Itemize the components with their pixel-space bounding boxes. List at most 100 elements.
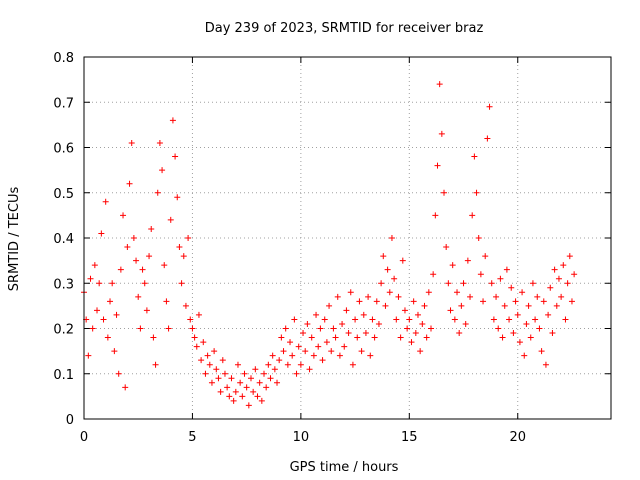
data-point	[258, 397, 265, 404]
data-point	[269, 352, 276, 359]
data-point	[96, 280, 103, 287]
data-point	[265, 361, 272, 368]
y-tick-label: 0.1	[53, 368, 74, 383]
data-point	[252, 366, 259, 373]
data-point	[109, 280, 116, 287]
data-point	[256, 379, 263, 386]
data-point	[454, 289, 461, 296]
data-point	[321, 316, 328, 323]
data-point	[497, 275, 504, 282]
data-point	[540, 298, 547, 305]
data-point	[547, 284, 554, 291]
data-point	[343, 307, 350, 314]
data-point	[380, 253, 387, 260]
data-point	[503, 266, 510, 273]
data-point	[306, 366, 313, 373]
data-point	[182, 302, 189, 309]
data-point	[538, 348, 545, 355]
data-point	[382, 302, 389, 309]
data-point	[243, 384, 250, 391]
data-point	[514, 311, 521, 318]
data-point	[111, 348, 118, 355]
data-point	[178, 280, 185, 287]
data-point	[245, 402, 252, 409]
data-point	[137, 325, 144, 332]
data-point	[460, 280, 467, 287]
data-point	[228, 375, 235, 382]
data-point	[549, 330, 556, 337]
data-point	[224, 384, 231, 391]
data-point	[271, 366, 278, 373]
data-point	[130, 235, 137, 241]
data-point	[232, 388, 239, 395]
data-point	[386, 289, 393, 296]
data-point	[295, 343, 302, 350]
data-point	[397, 334, 404, 341]
data-point	[213, 366, 220, 373]
data-point	[493, 293, 500, 300]
data-point	[371, 334, 378, 341]
data-point	[358, 348, 365, 355]
data-point	[200, 339, 207, 346]
data-point	[475, 235, 482, 241]
data-point	[412, 330, 419, 337]
data-point	[278, 334, 285, 341]
data-point	[241, 370, 248, 377]
data-point	[562, 316, 569, 323]
data-point	[388, 235, 395, 241]
data-point	[117, 266, 124, 273]
y-tick-label: 0.8	[53, 51, 74, 66]
data-point	[102, 198, 109, 205]
x-tick-label: 20	[509, 430, 526, 445]
data-point	[317, 325, 324, 332]
data-point	[289, 352, 296, 359]
data-point	[399, 257, 406, 264]
data-point	[169, 117, 176, 124]
data-point	[159, 167, 166, 174]
data-point	[512, 298, 519, 305]
data-point	[89, 325, 96, 332]
data-point	[410, 298, 417, 305]
data-point	[339, 320, 346, 327]
data-point	[202, 370, 209, 377]
y-tick-label: 0.7	[53, 96, 74, 111]
data-point	[85, 352, 92, 359]
data-point	[315, 343, 322, 350]
data-point	[143, 307, 150, 314]
x-tick-label: 15	[401, 430, 418, 445]
data-point	[204, 352, 211, 359]
data-point	[191, 334, 198, 341]
x-tick-label: 0	[80, 430, 88, 445]
data-point	[516, 339, 523, 346]
data-point	[189, 325, 196, 332]
data-point	[484, 135, 491, 142]
data-point	[408, 339, 415, 346]
data-point	[527, 334, 534, 341]
data-point	[352, 316, 359, 323]
data-point	[284, 361, 291, 368]
data-point	[180, 253, 187, 260]
data-point	[430, 271, 437, 278]
grid-layer	[84, 57, 611, 419]
data-point	[91, 262, 98, 269]
data-point	[100, 316, 107, 323]
data-point	[458, 302, 465, 309]
y-tick-label: 0.6	[53, 142, 74, 157]
data-point	[555, 275, 562, 282]
data-point	[328, 348, 335, 355]
data-point	[330, 325, 337, 332]
data-point	[254, 393, 261, 400]
data-point	[482, 253, 489, 260]
x-tick-label: 5	[188, 430, 196, 445]
data-point	[326, 302, 333, 309]
data-point	[488, 280, 495, 287]
data-point	[334, 293, 341, 300]
data-point	[456, 330, 463, 337]
data-point	[215, 375, 222, 382]
data-point	[98, 230, 105, 237]
data-point	[276, 357, 283, 364]
data-point	[115, 370, 122, 377]
data-point	[128, 139, 135, 146]
data-point	[187, 316, 194, 323]
